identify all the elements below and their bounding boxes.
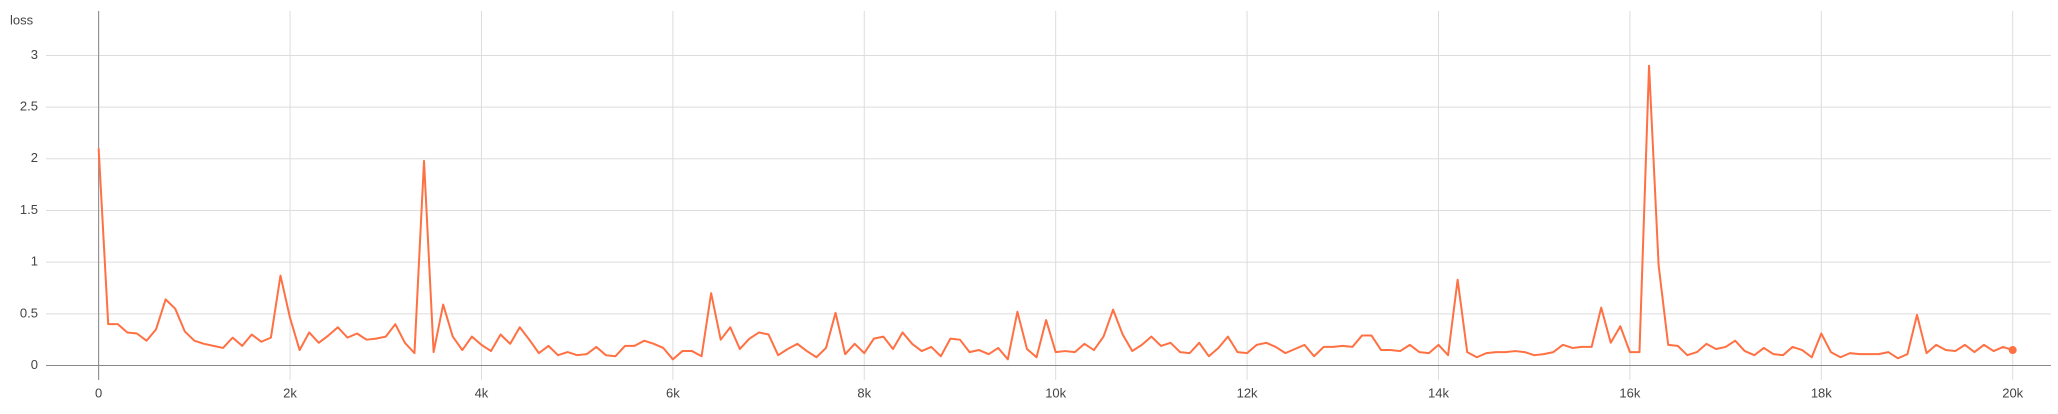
y-tick-label: 2 [31,150,38,165]
x-tick-label: 20k [2002,385,2023,400]
y-tick-label: 1.5 [20,202,38,217]
y-tick-label: 3 [31,47,38,62]
x-tick-label: 4k [475,385,489,400]
y-tick-label: 2.5 [20,99,38,114]
x-tick-label: 2k [283,385,297,400]
x-tick-label: 12k [1237,385,1258,400]
x-tick-label: 16k [1619,385,1640,400]
x-tick-label: 0 [95,385,102,400]
y-tick-label: 1 [31,254,38,269]
y-tick-label: 0 [31,357,38,372]
x-tick-label: 18k [1811,385,1832,400]
x-tick-label: 10k [1045,385,1066,400]
last-point [2008,346,2017,355]
loss-line [97,64,2014,361]
y-tick-label: 0.5 [20,305,38,320]
x-tick-label: 8k [857,385,871,400]
x-tick-label: 6k [666,385,680,400]
x-tick-label: 14k [1428,385,1449,400]
chart-title: loss [10,12,34,27]
